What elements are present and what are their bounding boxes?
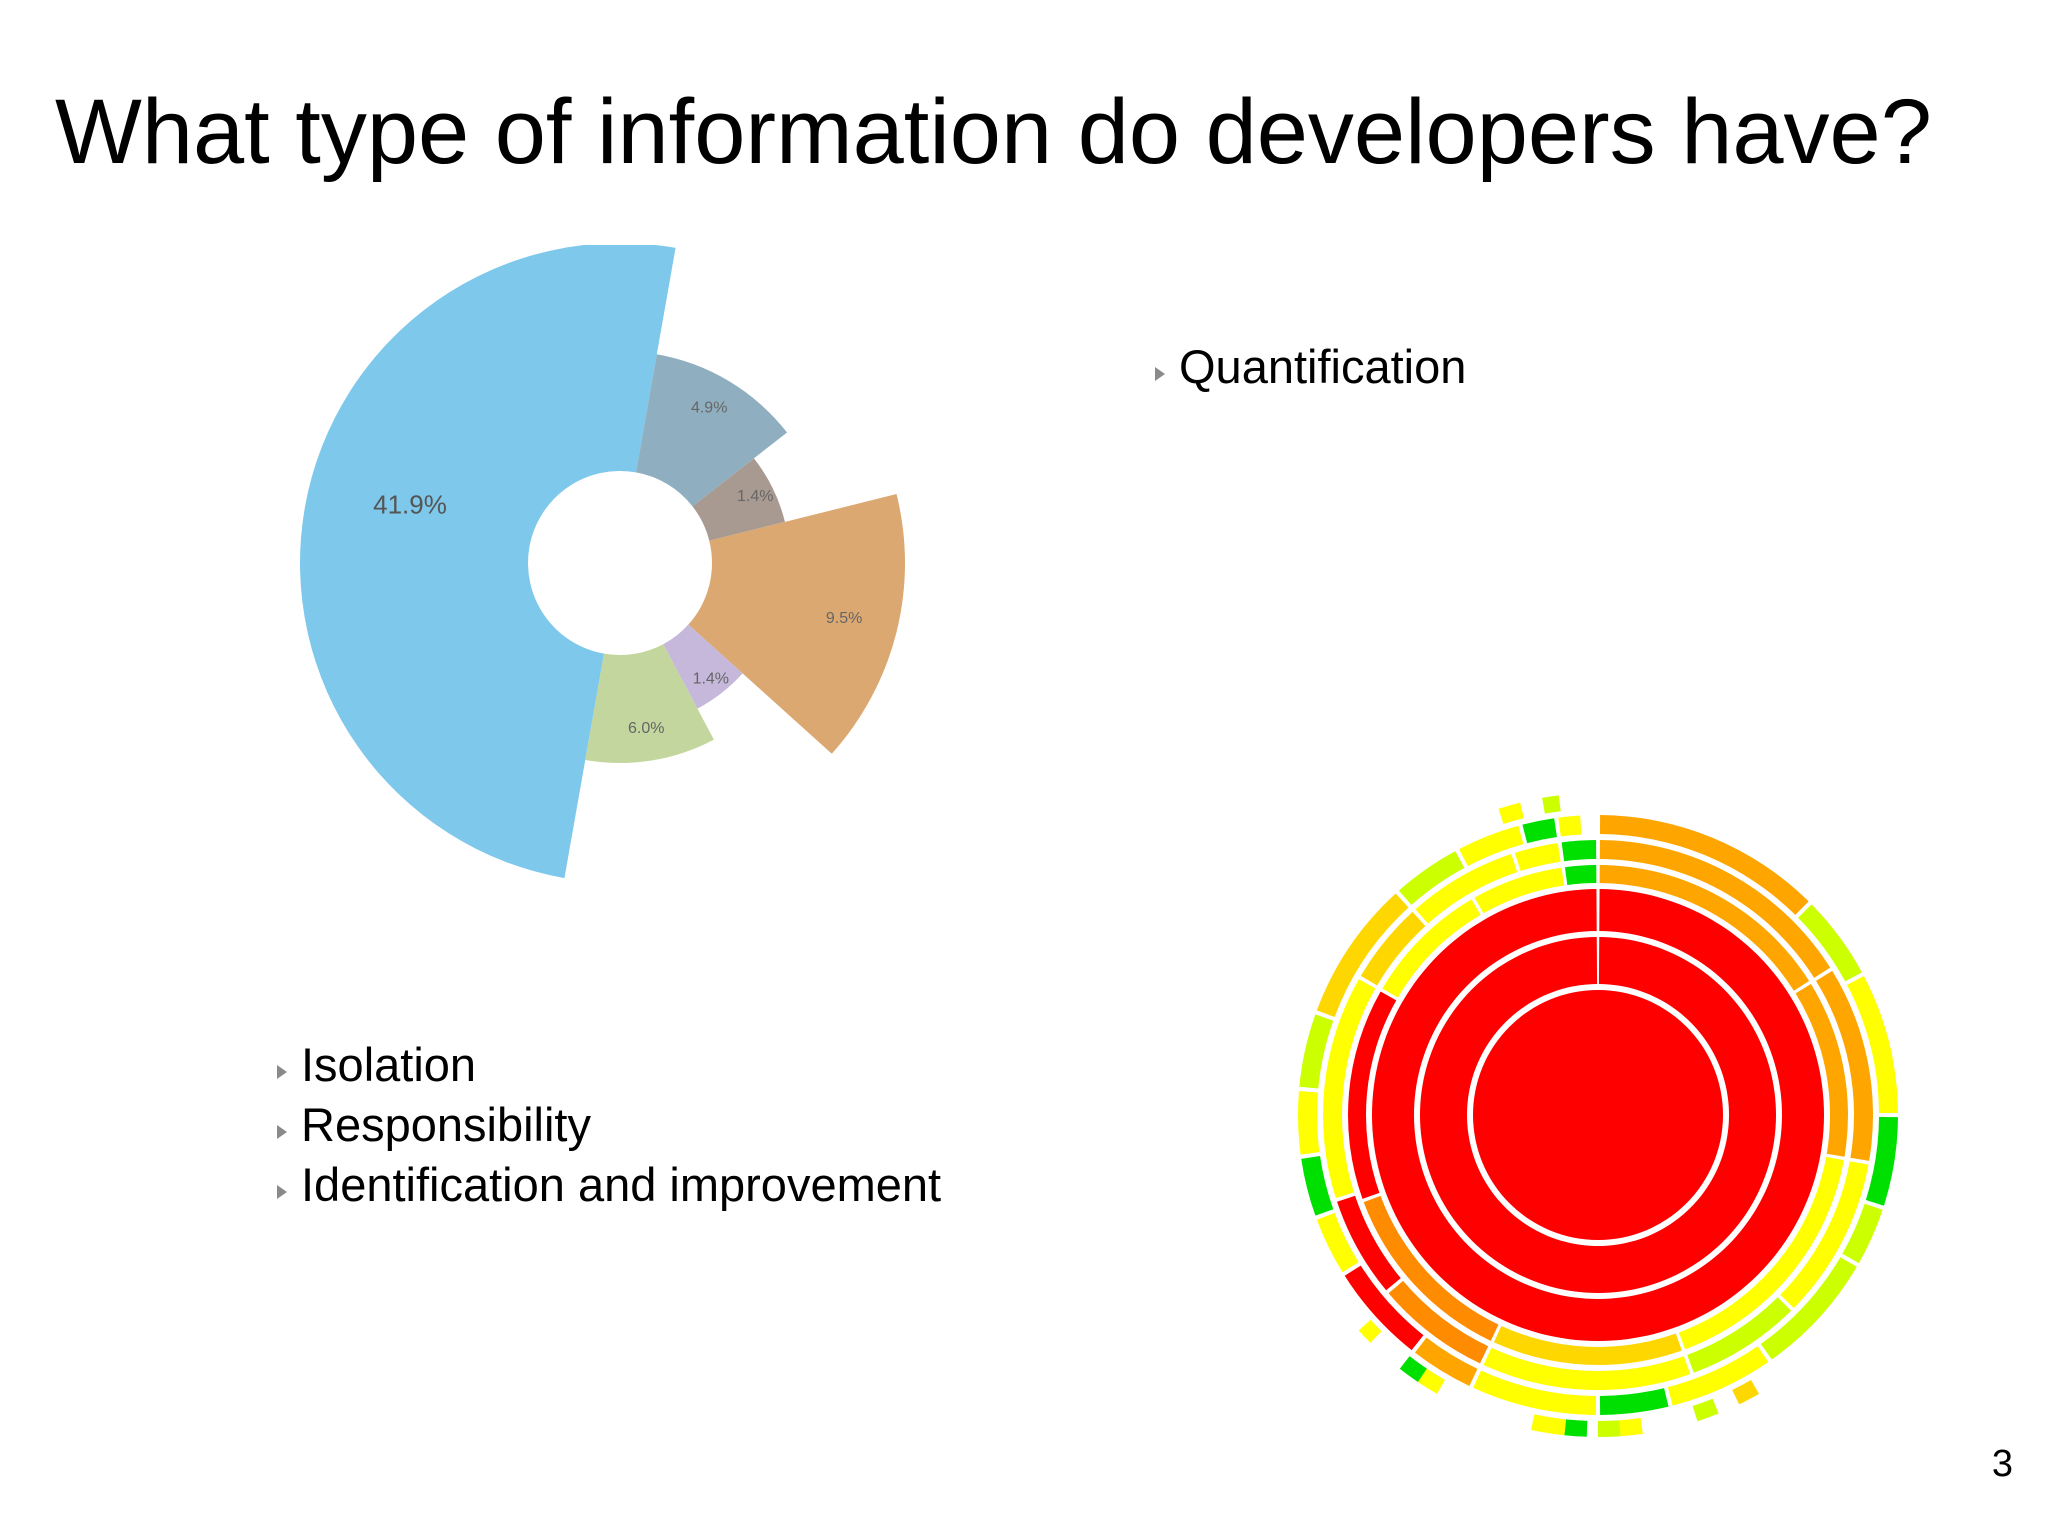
bullet-item: Quantification	[1155, 337, 1466, 397]
polar-area-chart: 41.9% 4.9% 1.4% 9.5% 1.4% 6.0%	[300, 245, 906, 879]
sunburst-segment	[1542, 795, 1561, 814]
sunburst-segment	[1599, 840, 1831, 978]
pie-slice	[688, 494, 906, 754]
sunburst-segment	[1398, 851, 1465, 905]
pie-slice	[663, 624, 743, 709]
sunburst-segment	[1498, 802, 1524, 824]
sunburst-segment	[1692, 1398, 1719, 1422]
sunburst-segment	[1358, 1319, 1382, 1343]
pie-slice	[635, 354, 788, 507]
sunburst-segment	[1363, 1195, 1499, 1341]
sunburst-segment	[1348, 991, 1397, 1199]
pie-slice-label: 9.5%	[826, 610, 862, 627]
sunburst-segment	[1599, 815, 1809, 915]
pie-slice	[585, 644, 714, 763]
bullet-list-quantification: Quantification	[1155, 337, 1466, 397]
sunburst-segment	[1301, 1156, 1334, 1216]
sunburst-segment	[1316, 893, 1409, 1018]
pie-slice-label: 1.4%	[693, 670, 729, 687]
bullet-text: Quantification	[1179, 340, 1467, 393]
sunburst-segment	[1816, 970, 1873, 1161]
sunburst-segment	[1561, 840, 1597, 862]
sunburst-segment	[1522, 818, 1557, 844]
bullet-text: Isolation	[301, 1038, 477, 1091]
bullet-list-left: Isolation Responsibility Identification …	[277, 1035, 941, 1215]
sunburst-segment	[1667, 1346, 1769, 1406]
bullet-arrow-icon	[1155, 367, 1165, 381]
slide-title: What type of information do developers h…	[55, 81, 1932, 183]
sunburst-segment	[1473, 1370, 1597, 1415]
bullet-arrow-icon	[277, 1125, 287, 1139]
sunburst-segment	[1388, 1280, 1489, 1364]
sunburst-chart	[1298, 795, 1898, 1437]
sunburst-segment	[1344, 1265, 1424, 1351]
sunburst-segment	[1382, 899, 1481, 998]
sunburst-segment	[1619, 1418, 1643, 1437]
bullet-item: Responsibility	[277, 1095, 941, 1155]
sunburst-segment	[1399, 1356, 1427, 1382]
sunburst-segment	[1483, 1347, 1691, 1390]
pie-slice-label: 6.0%	[628, 720, 664, 737]
sunburst-segment	[1599, 865, 1810, 991]
bullet-text: Responsibility	[301, 1098, 591, 1151]
sunburst-segment	[1687, 1297, 1792, 1373]
bullet-arrow-icon	[277, 1065, 287, 1079]
sunburst-segment	[1459, 825, 1524, 866]
pie-slice-label: 41.9%	[373, 490, 447, 520]
sunburst-segment	[1298, 1090, 1320, 1155]
sunburst-segment	[1795, 984, 1848, 1157]
pie-slice	[692, 458, 785, 541]
page-number: 3	[1991, 1443, 2013, 1485]
sunburst-segment	[1847, 976, 1898, 1114]
sunburst-segment	[1417, 1368, 1445, 1394]
pie-slice-label: 1.4%	[737, 488, 773, 505]
sunburst-segment	[1514, 842, 1561, 871]
sunburst-segment	[1564, 1419, 1588, 1437]
sunburst-segment	[1414, 1337, 1478, 1387]
sunburst-segment	[1564, 865, 1597, 886]
bullet-text: Identification and improvement	[301, 1158, 942, 1211]
sunburst-segment	[1842, 1203, 1883, 1264]
bullet-item: Identification and improvement	[277, 1155, 941, 1215]
bullet-arrow-icon	[277, 1185, 287, 1199]
sunburst-segment	[1474, 867, 1565, 914]
sunburst-segment	[1732, 1380, 1759, 1405]
sunburst-center	[1473, 990, 1723, 1240]
sunburst-segment	[1415, 854, 1518, 924]
sunburst-segment	[1760, 1257, 1857, 1360]
sunburst-segment	[1780, 1161, 1869, 1309]
sunburst-segment	[1865, 1116, 1898, 1206]
bullet-item: Isolation	[277, 1035, 941, 1095]
pie-slice	[300, 245, 676, 879]
sunburst-segment	[1598, 1420, 1621, 1437]
sunburst-segment	[1678, 1156, 1844, 1350]
sunburst-segment	[1299, 1014, 1334, 1089]
pie-slice-label: 4.9%	[691, 400, 727, 417]
sunburst-segment	[1531, 1414, 1567, 1436]
sunburst-segment	[1323, 979, 1376, 1199]
sunburst-segment	[1316, 1212, 1359, 1273]
sunburst-segment	[1337, 1195, 1401, 1291]
sunburst-segment	[1798, 904, 1862, 982]
sunburst-segment	[1599, 1388, 1669, 1415]
sunburst-segment	[1360, 911, 1426, 986]
sunburst-segment	[1558, 815, 1582, 837]
sunburst-segment	[1493, 1325, 1682, 1365]
